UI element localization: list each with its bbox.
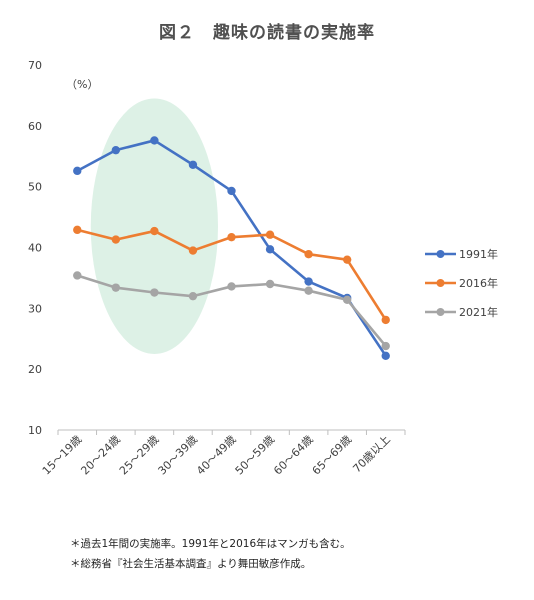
chart-title: 図２ 趣味の読書の実施率 [159,23,375,43]
data-point [188,160,198,169]
x-tick-label: 60～64歳 [271,433,316,478]
data-point [304,286,313,295]
x-tick-label: 70歳以上 [350,433,392,475]
data-point [265,245,275,254]
series-2 [73,271,390,351]
y-tick-label: 60 [28,120,42,133]
legend-marker [436,279,445,287]
series-1 [73,225,390,325]
y-unit-label: （%） [66,78,98,91]
axes: 10 20 30 40 50 60 70 （%） 15～19歳20～24歳25～29歳30～39… [28,59,406,478]
y-tick-label: 20 [28,363,42,376]
data-point [381,341,390,351]
legend-label: 1991年 [459,247,498,261]
data-point [150,136,159,145]
data-point [73,166,82,176]
series-layer [73,136,390,360]
data-point [265,279,275,289]
y-tick-label: 30 [28,302,42,315]
legend-item-2: 2021年 [425,305,498,319]
data-point [304,277,313,286]
series-0 [73,136,390,360]
footnote-1: ＊過去1年間の実施率。1991年と2016年はマンガも含む。 [70,538,351,550]
data-point [150,226,159,236]
legend-item-1: 2016年 [425,276,498,290]
x-tick-label: 20～24歳 [78,433,123,478]
data-point [111,145,121,155]
data-point [227,282,236,291]
data-point [381,315,390,325]
legend-item-0: 1991年 [425,247,498,261]
data-point [265,230,275,239]
legend-label: 2021年 [459,305,498,319]
y-tick-label: 10 [28,424,42,437]
data-point [342,295,352,305]
y-tick-label: 50 [28,181,42,194]
data-point [111,283,121,292]
legend-label: 2016年 [459,276,498,290]
data-point [73,271,82,280]
y-tick-label: 40 [28,242,42,255]
data-point [188,291,198,301]
x-tick-label: 50～59歳 [233,433,278,478]
legend: 1991年 2016年 2021年 [425,247,498,319]
x-tick-label: 30～39歳 [156,433,201,478]
data-point [381,351,390,360]
footnote-2: ＊総務省『社会生活基本調査』より舞田敏彦作成。 [70,558,312,570]
x-tick-label: 25～29歳 [117,433,162,478]
data-point [227,232,236,242]
x-tick-label: 15～19歳 [40,433,85,478]
x-tick-label: 40～49歳 [194,433,239,478]
data-point [111,235,121,244]
highlight-layer [90,98,219,354]
data-point [227,186,236,196]
data-point [73,225,82,235]
legend-marker [436,250,445,258]
y-tick-label: 70 [28,59,42,72]
legend-marker [436,308,445,316]
x-tick-label: 65～69歳 [310,433,355,478]
data-point [150,288,159,297]
data-point [304,249,313,259]
highlight-ellipse [90,98,219,354]
data-point [342,255,352,264]
data-point [188,246,198,255]
